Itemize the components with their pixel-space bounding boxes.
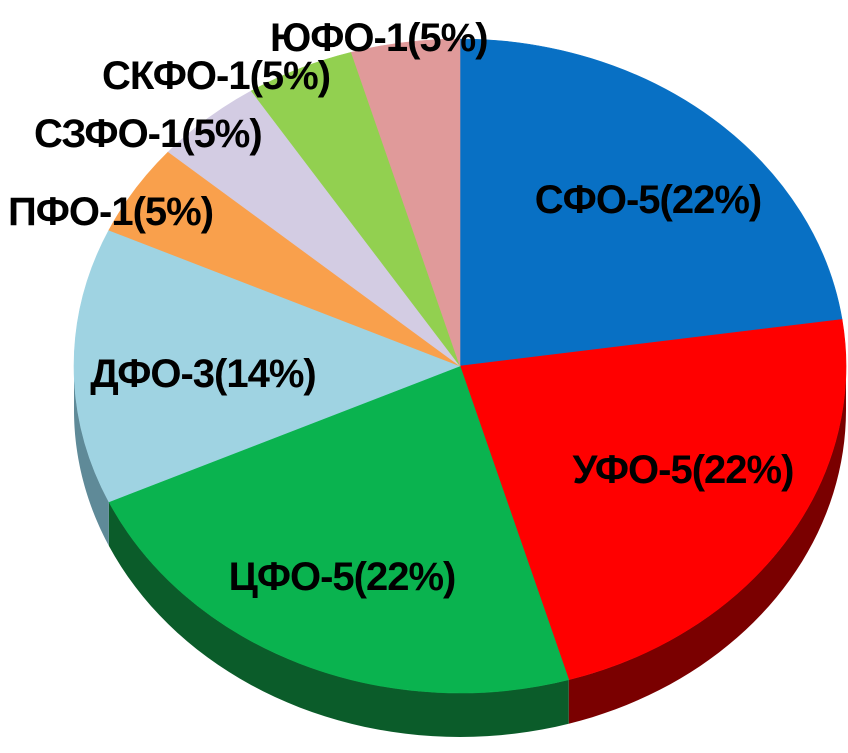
slice-label-цфо: ЦФО-5(22%)	[229, 555, 456, 599]
pie-slices	[73, 38, 847, 694]
slice-side-уфо	[568, 366, 846, 724]
slice-цфо	[108, 365, 570, 694]
pie-depth	[74, 366, 846, 737]
slice-юфо	[350, 38, 461, 367]
slice-label-сзфо: СЗФО-1(5%)	[34, 112, 262, 156]
slice-label-скфо: СКФО-1(5%)	[102, 54, 330, 98]
slice-label-пфо: ПФО-1(5%)	[8, 190, 213, 234]
slice-label-уфо: УФО-5(22%)	[573, 448, 794, 492]
slice-label-юфо: ЮФО-1(5%)	[270, 16, 488, 60]
slice-side-цфо	[108, 501, 569, 737]
pie-labels: СФО-5(22%) УФО-5(22%) ЦФО-5(22%) ДФО-3(14%)…	[8, 16, 794, 599]
slice-label-дфо: ДФО-3(14%)	[90, 352, 316, 396]
slice-сфо	[459, 38, 843, 367]
slice-дфо	[73, 229, 461, 503]
slice-label-сфо: СФО-5(22%)	[535, 178, 761, 222]
slice-side-дфо	[74, 366, 109, 546]
slice-уфо	[459, 319, 847, 681]
